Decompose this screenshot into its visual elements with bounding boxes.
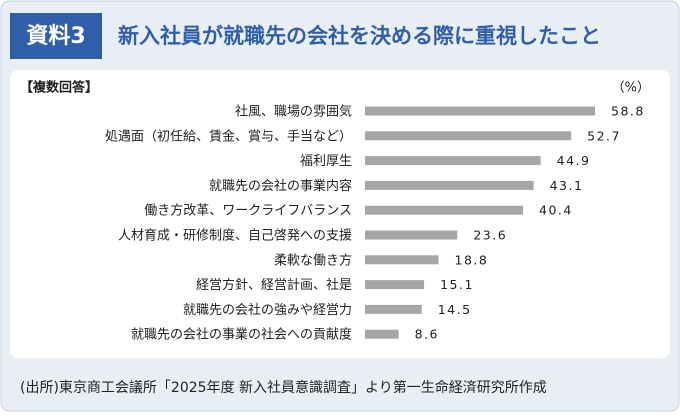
source: (出所)東京商工会議所「2025年度 新入社員意識調査」より第一生命経済研究所作… [20,379,547,396]
value-label: 8.6 [415,327,439,342]
category-label: 経営方針、経営計画、社是 [196,277,352,293]
category-label: 処遇面（初任給、賃金、賞与、手当など） [105,128,352,144]
category-label: 福利厚生 [300,154,352,169]
bar [365,131,572,141]
category-label: 就職先の会社の事業の社会への貢献度 [131,327,352,343]
value-label: 18.8 [455,252,489,267]
chart-title: 新入社員が就職先の会社を決める際に重視したこと [118,24,601,48]
category-label: 柔軟な働き方 [274,252,352,268]
subtitle: 【複数回答】 [20,80,98,96]
bar [365,255,439,265]
category-label: 働き方改革、ワークライフバランス [144,203,352,219]
bar [365,106,595,116]
value-label: 58.8 [611,104,645,119]
figure-badge [10,13,102,59]
figure-label: 資料3 [26,23,85,49]
category-label: 就職先の会社の強みや経営力 [183,302,352,318]
bar [365,205,524,215]
plot-panel [10,70,670,358]
unit-label: （%） [612,81,650,96]
bar [365,280,425,290]
category-label: 人材育成・研修制度、自己啓発への支援 [118,228,352,244]
bar [365,180,534,190]
bar [365,304,422,314]
category-label: 就職先の会社の事業内容 [209,178,352,194]
bar [365,156,541,166]
value-label: 23.6 [473,228,507,243]
value-label: 43.1 [550,178,584,193]
value-label: 52.7 [587,128,621,143]
bar [365,329,399,339]
value-label: 40.4 [539,203,573,218]
bar [365,230,458,240]
category-label: 社風、職場の雰囲気 [235,104,352,120]
value-label: 44.9 [557,153,591,168]
value-label: 15.1 [440,277,474,292]
value-label: 14.5 [438,302,472,317]
